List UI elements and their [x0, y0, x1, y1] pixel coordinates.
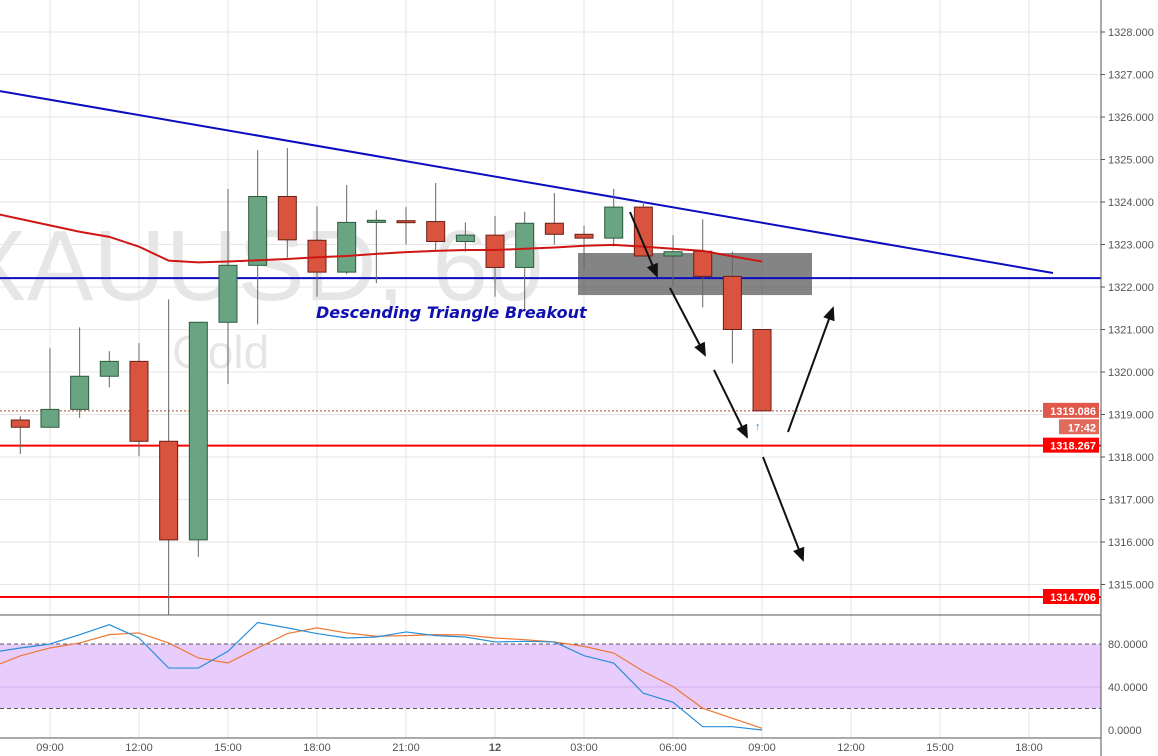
- price-label-box: [1043, 437, 1099, 453]
- price-labels: 1319.086 17:42 1318.267 1314.706: [1043, 402, 1099, 604]
- candle-down: [426, 221, 446, 243]
- candle-up: [604, 206, 624, 239]
- price-label-text: 1319.086: [1050, 406, 1096, 418]
- arrow-annotation: [629, 211, 658, 278]
- price-tick-label: 1316.000: [1108, 537, 1154, 549]
- price-tick-label: 1323.000: [1108, 240, 1154, 252]
- time-tick-label: 21:00: [392, 742, 420, 754]
- time-tick-label: 12: [489, 742, 501, 754]
- stochastic-band: [0, 644, 1101, 709]
- candle-down: [396, 220, 416, 224]
- candle-up: [337, 221, 357, 273]
- candle-up: [70, 375, 90, 410]
- candle-down: [544, 222, 564, 235]
- price-tick-label: 1322.000: [1108, 282, 1154, 294]
- candle-up: [40, 408, 60, 428]
- candle-down: [277, 195, 297, 241]
- descending-trendline: [0, 90, 1054, 274]
- arrow-annotation: [669, 287, 706, 357]
- candle-down: [129, 360, 149, 442]
- moving-average-line: [0, 213, 763, 264]
- osc-tick-label: 0.0000: [1108, 725, 1142, 737]
- price-label-box: [1043, 588, 1099, 604]
- price-tick-label: 1328.000: [1108, 27, 1154, 39]
- price-tick-label: 1326.000: [1108, 112, 1154, 124]
- moving-average: [0, 213, 763, 264]
- candle-down: [574, 233, 594, 239]
- watermark-name: Gold: [172, 326, 269, 378]
- candle-down: [693, 250, 713, 277]
- candle-up: [663, 251, 683, 257]
- price-tick-label: 1319.000: [1108, 410, 1154, 422]
- price-tick-label: 1325.000: [1108, 155, 1154, 167]
- osc-tick-label: 40.0000: [1108, 682, 1148, 694]
- time-tick-label: 12:00: [837, 742, 865, 754]
- price-label-box: [1059, 419, 1099, 435]
- candle-down: [722, 275, 742, 330]
- stochastic-line: [0, 621, 763, 731]
- price-tick-label: 1318.000: [1108, 452, 1154, 464]
- price-label-text: 1314.706: [1050, 592, 1096, 604]
- price-label-text: 17:42: [1068, 422, 1096, 434]
- oscillator-panel: [0, 614, 1101, 739]
- candle-up: [248, 195, 268, 266]
- candle-down: [633, 206, 653, 257]
- price-tick-label: 1327.000: [1108, 70, 1154, 82]
- arrow-annotation: [713, 369, 748, 439]
- price-tick-label: 1320.000: [1108, 367, 1154, 379]
- arrow-annotation: [762, 456, 805, 562]
- candle-up: [455, 234, 475, 243]
- arrow-annotation: [787, 306, 835, 433]
- annotation-arrows: ↑: [629, 211, 835, 562]
- price-label-text: 1318.267: [1050, 441, 1096, 453]
- candle-down: [10, 419, 30, 428]
- axes: 1315.000 1316.000 1317.000 1318.000 1319.000…: [36, 0, 1154, 756]
- small-up-arrow-icon: ↑: [755, 421, 761, 433]
- osc-tick-label: 80.0000: [1108, 639, 1148, 651]
- annotation-text: Descending Triangle Breakout: [316, 303, 588, 322]
- candle-up: [366, 219, 386, 223]
- time-tick-label: 09:00: [748, 742, 776, 754]
- candle-down: [485, 234, 505, 268]
- grid: [0, 0, 1101, 738]
- time-tick-label: 15:00: [926, 742, 954, 754]
- price-tick-label: 1315.000: [1108, 580, 1154, 592]
- candle-up: [515, 222, 535, 268]
- stochastic-line: [0, 627, 763, 729]
- price-tick-label: 1321.000: [1108, 325, 1154, 337]
- time-tick-label: 12:00: [125, 742, 153, 754]
- time-tick-label: 15:00: [214, 742, 242, 754]
- price-tick-label: 1317.000: [1108, 495, 1154, 507]
- candle-up: [99, 360, 119, 377]
- price-tick-label: 1324.000: [1108, 197, 1154, 209]
- price-label-box: [1043, 402, 1099, 418]
- candle-up: [218, 264, 238, 323]
- time-tick-label: 03:00: [570, 742, 598, 754]
- level-lines: [0, 90, 1101, 598]
- time-tick-label: 18:00: [303, 742, 331, 754]
- time-tick-label: 18:00: [1015, 742, 1043, 754]
- time-tick-label: 09:00: [36, 742, 64, 754]
- candle-down: [159, 440, 179, 541]
- time-tick-label: 06:00: [659, 742, 687, 754]
- watermark-symbol: XAUUSD, 60: [0, 210, 544, 322]
- candle-down: [752, 329, 772, 412]
- candle-up: [188, 321, 208, 541]
